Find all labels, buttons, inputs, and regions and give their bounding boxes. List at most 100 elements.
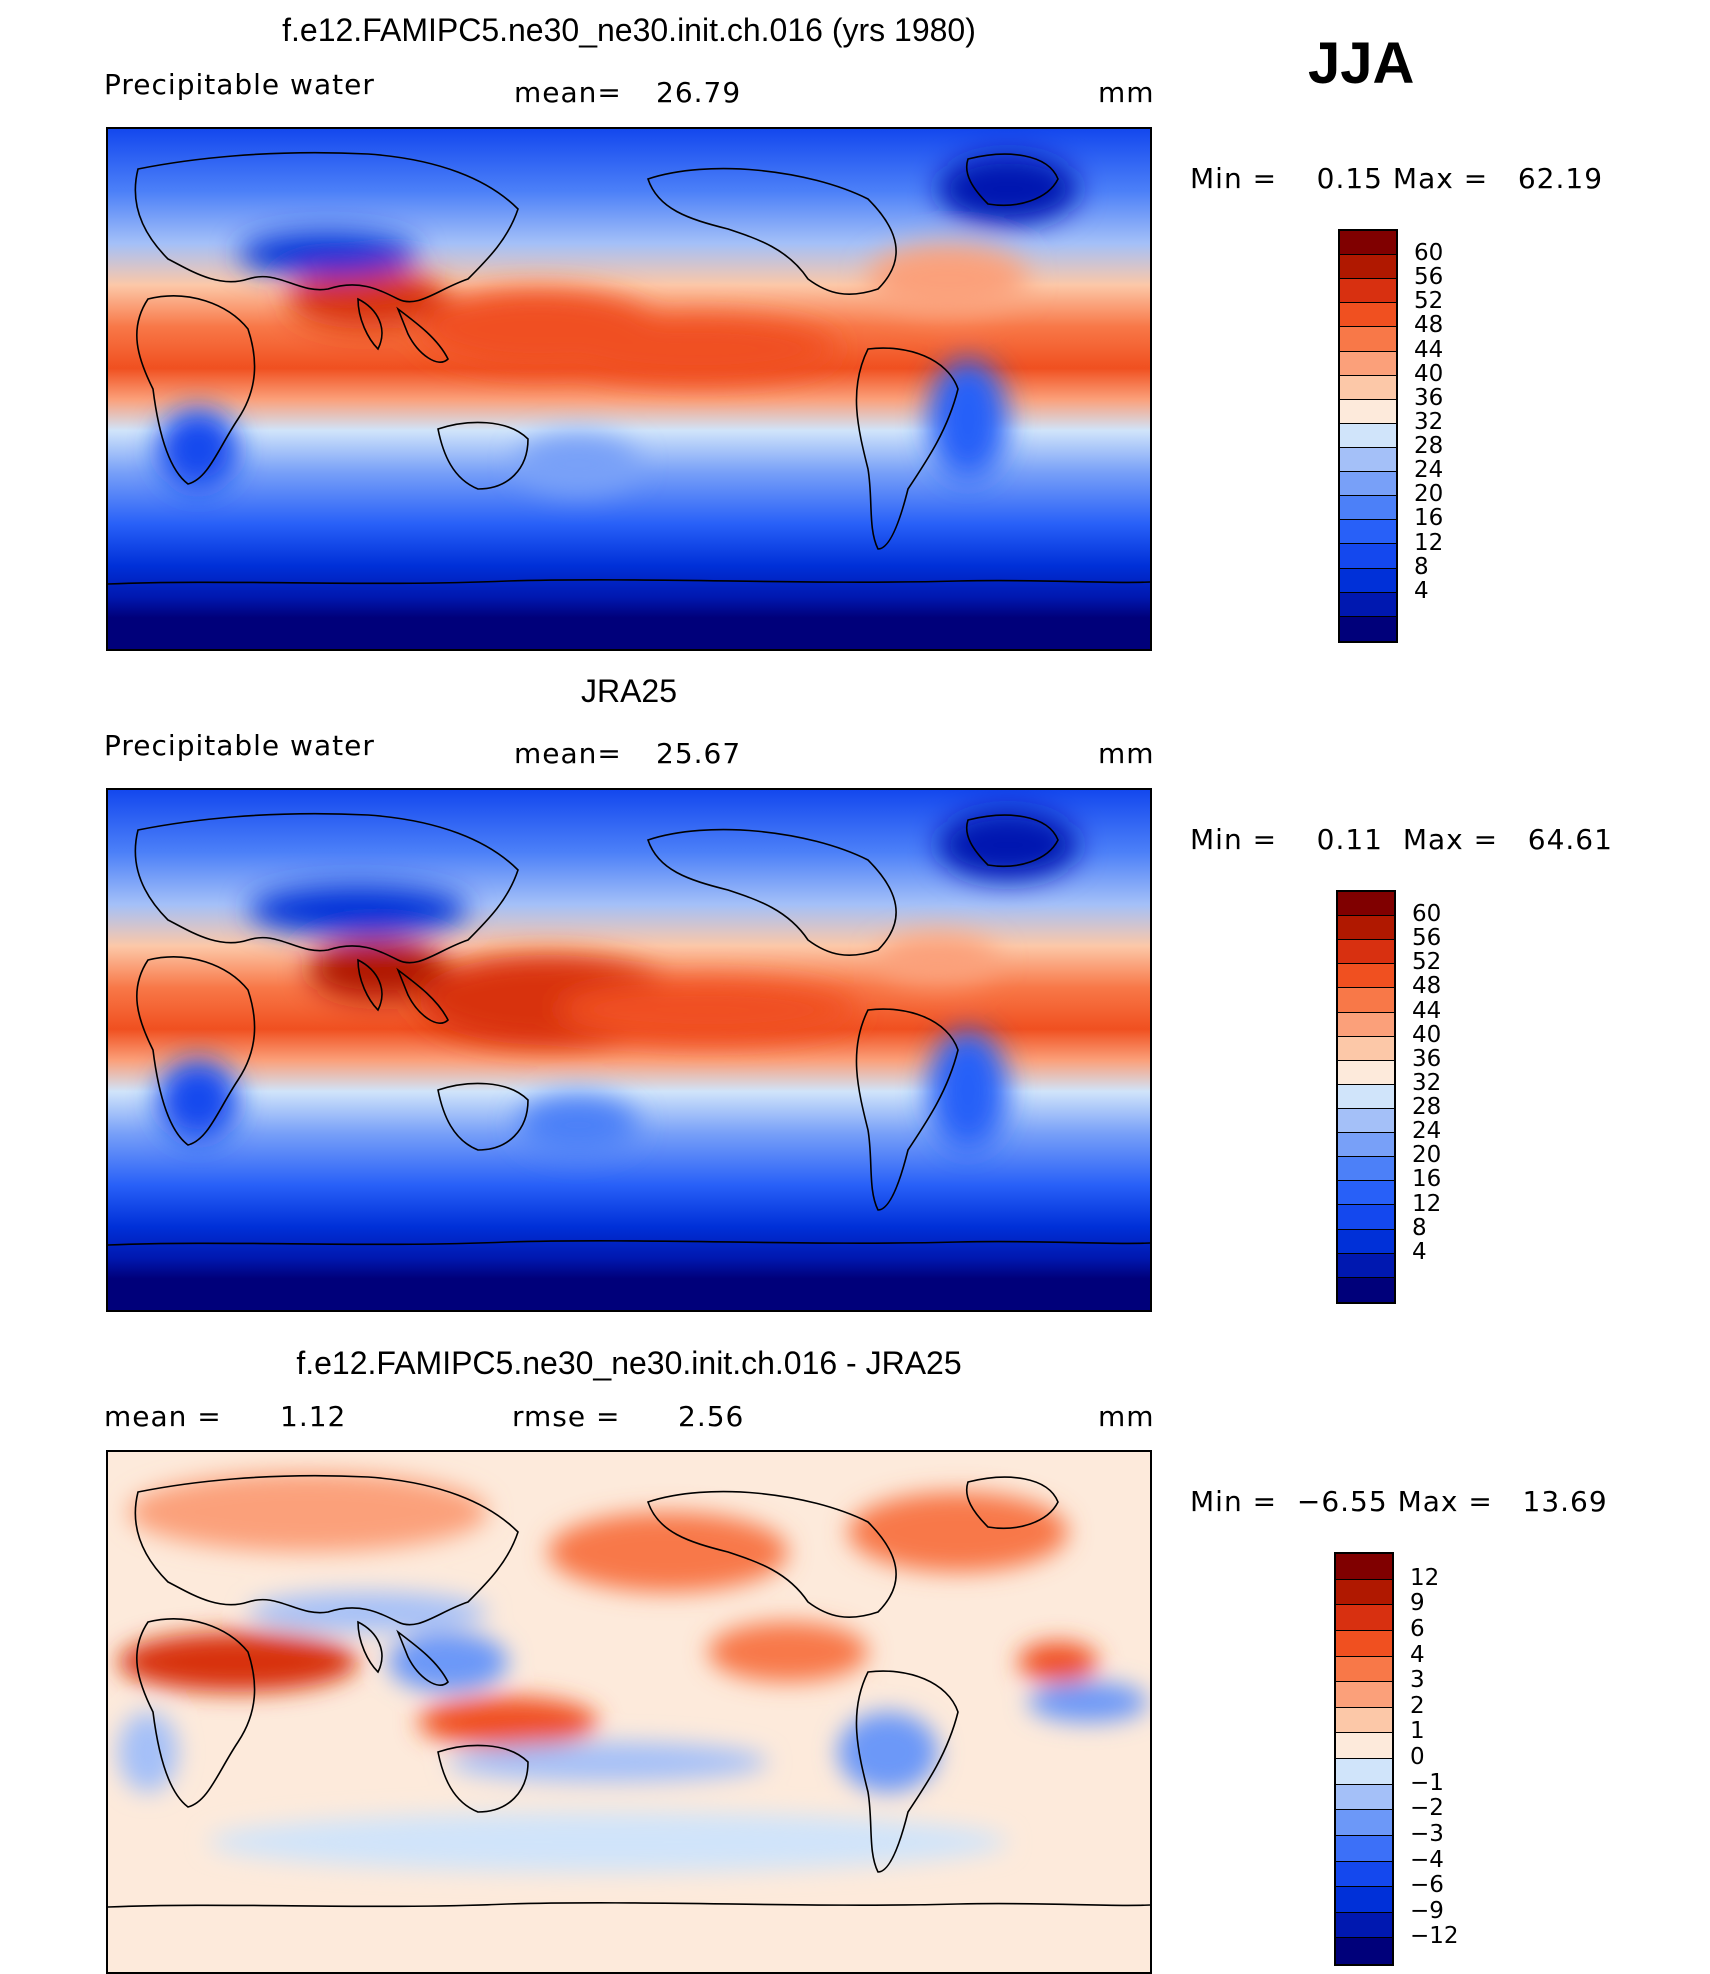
panel2-mean-label: mean= [514, 737, 622, 770]
panel3-colorbar-swatch [1336, 1938, 1392, 1964]
panel3-colorbar-swatch [1336, 1656, 1392, 1683]
panel2-units: mm [1098, 737, 1155, 770]
panel1-cb-label-12: 12 [1414, 529, 1444, 556]
panel1-cb-label-6: 36 [1414, 384, 1444, 411]
panel2-cb-label-0: 60 [1412, 901, 1442, 928]
panel2-cb-label-2: 52 [1412, 949, 1442, 976]
panel3-map-svg [108, 1452, 1150, 1972]
panel1-cb-label-2: 52 [1414, 288, 1444, 315]
panel2-colorbar-swatch [1338, 1108, 1394, 1134]
panel3-cb-label-8: −1 [1410, 1769, 1444, 1796]
panel1-colorbar-swatch [1340, 351, 1396, 376]
panel2-colorbar [1336, 890, 1396, 1304]
panel3-cb-label-2: 6 [1410, 1615, 1425, 1642]
panel2-cb-label-5: 40 [1412, 1021, 1442, 1048]
panel1-max-label: Max = [1392, 162, 1489, 195]
panel1-cb-label-7: 32 [1414, 408, 1444, 435]
panel2-min-label: Min = [1190, 823, 1278, 856]
panel1-cb-label-13: 8 [1414, 553, 1429, 580]
panel1-mean-value: 26.79 [656, 76, 742, 109]
panel1-colorbar-swatch [1340, 592, 1396, 617]
panel1-colorbar-swatch [1340, 375, 1396, 400]
panel3-cb-label-10: −3 [1410, 1820, 1444, 1847]
panel1-colorbar [1338, 229, 1398, 643]
panel1-min-label: Min = [1190, 162, 1278, 195]
panel1-map-svg [108, 129, 1150, 649]
panel1-colorbar-swatch [1340, 544, 1396, 569]
panel3-cb-label-14: −12 [1410, 1923, 1459, 1950]
panel1-colorbar-swatch [1340, 520, 1396, 545]
panel2-colorbar-swatch [1338, 1253, 1394, 1278]
panel2-max-label: Max = [1402, 823, 1499, 856]
panel3-cb-label-13: −9 [1410, 1897, 1444, 1924]
panel3-colorbar-swatch [1336, 1784, 1392, 1811]
panel2-variable-label: Precipitable water [104, 729, 375, 762]
panel3-cb-label-12: −6 [1410, 1872, 1444, 1899]
panel2-coastlines [108, 812, 1150, 1246]
panel3-cb-label-4: 3 [1410, 1667, 1425, 1694]
panel3-cb-label-5: 2 [1410, 1692, 1425, 1719]
panel3-title: f.e12.FAMIPC5.ne30_ne30.init.ch.016 - JR… [296, 1345, 962, 1381]
panel1-cb-label-8: 28 [1414, 433, 1444, 460]
panel2-cb-label-10: 20 [1412, 1142, 1442, 1169]
panel2-colorbar-swatch [1338, 940, 1394, 965]
panel1-cb-label-11: 16 [1414, 505, 1444, 532]
panel2-cb-label-7: 32 [1412, 1069, 1442, 1096]
panel1-colorbar-swatch [1340, 447, 1396, 473]
panel2-cb-label-12: 12 [1412, 1190, 1442, 1217]
panel1-coastlines [108, 151, 1150, 585]
panel2-colorbar-swatch [1338, 1157, 1394, 1182]
panel1-colorbar-swatch [1340, 231, 1396, 256]
panel1-colorbar-swatch [1340, 279, 1396, 304]
panel1-cb-label-10: 20 [1414, 481, 1444, 508]
panel1-cb-label-0: 60 [1414, 240, 1444, 267]
panel3-colorbar-swatch [1336, 1759, 1392, 1785]
panel2-colorbar-swatch [1338, 916, 1394, 941]
panel2-cb-label-14: 4 [1412, 1238, 1427, 1265]
panel3-colorbar-swatch [1336, 1861, 1392, 1888]
panel3-cb-label-7: 0 [1410, 1744, 1425, 1770]
panel1-colorbar-swatch [1340, 423, 1396, 448]
panel1-colorbar-swatch [1340, 496, 1396, 521]
panel1-colorbar-swatch [1340, 472, 1396, 497]
panel3-rmse-label: rmse = [512, 1400, 621, 1433]
panel3-mean-value: 1.12 [280, 1400, 347, 1433]
panel1-minmax: Min = 0.15 Max = 62.19 [1190, 162, 1603, 195]
panel3-min-label: Min = [1190, 1485, 1278, 1518]
panel3-colorbar-swatch [1336, 1554, 1392, 1580]
panel3-cb-label-0: 12 [1410, 1564, 1440, 1591]
panel2-colorbar-swatch [1338, 964, 1394, 989]
panel2-cb-label-8: 28 [1412, 1094, 1442, 1121]
panel1-colorbar-swatch [1340, 399, 1396, 424]
panel3-rmse-value: 2.56 [678, 1400, 745, 1433]
panel1-colorbar-swatch [1340, 327, 1396, 352]
panel1-cb-label-5: 40 [1414, 360, 1444, 387]
panel1-units: mm [1098, 76, 1155, 109]
panel3-colorbar-swatch [1336, 1630, 1392, 1657]
panel1-colorbar-swatch [1340, 303, 1396, 328]
panel3-cb-label-1: 9 [1410, 1590, 1425, 1617]
panel2-cb-label-4: 44 [1412, 997, 1442, 1024]
panel1-cb-label-4: 44 [1414, 336, 1444, 363]
panel3-cb-label-6: 1 [1410, 1718, 1425, 1745]
panel2-colorbar-swatch [1338, 892, 1394, 917]
panel2-mean-value: 25.67 [656, 737, 742, 770]
panel2-colorbar-swatch [1338, 988, 1394, 1013]
panel2-map-svg [108, 790, 1150, 1310]
panel3-colorbar-swatch [1336, 1579, 1392, 1606]
panel2-colorbar-swatch [1338, 1181, 1394, 1206]
panel2-cb-label-13: 8 [1412, 1214, 1427, 1241]
panel1-colorbar-swatch [1340, 255, 1396, 280]
panel3-minmax: Min = −6.55 Max = 13.69 [1190, 1485, 1608, 1518]
panel3-colorbar-swatch [1336, 1605, 1392, 1631]
panel2-cb-label-9: 24 [1412, 1118, 1442, 1145]
panel2-min-value: 0.11 [1316, 823, 1383, 856]
panel2-cb-label-1: 56 [1412, 925, 1442, 952]
panel2-max-value: 64.61 [1527, 823, 1613, 856]
panel1-cb-label-1: 56 [1414, 264, 1444, 291]
panel2-colorbar-swatch [1338, 1084, 1394, 1109]
panel1-colorbar-swatch [1340, 616, 1396, 641]
panel3-colorbar-swatch [1336, 1835, 1392, 1862]
panel1-title: f.e12.FAMIPC5.ne30_ne30.init.ch.016 (yrs… [282, 12, 976, 48]
panel2-colorbar-swatch [1338, 1277, 1394, 1302]
